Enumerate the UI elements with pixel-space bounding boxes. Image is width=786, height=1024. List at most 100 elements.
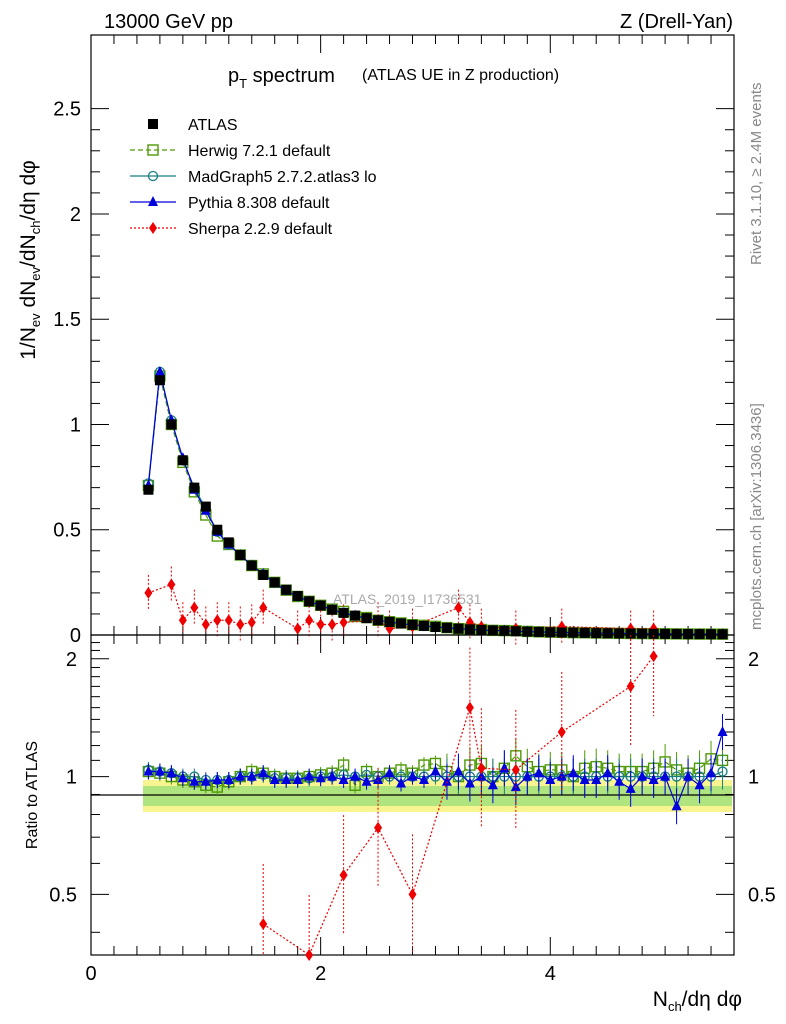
data-point xyxy=(477,762,486,775)
legend-label: MadGraph5 2.7.2.atlas3 lo xyxy=(188,169,377,186)
data-point xyxy=(148,196,158,206)
ratio-ytick-label: 2 xyxy=(66,649,77,671)
main-ytick-label: 2 xyxy=(70,204,81,226)
data-point xyxy=(418,620,429,631)
energy-label: 13000 GeV pp xyxy=(104,11,233,33)
data-point xyxy=(148,119,158,129)
data-point xyxy=(430,765,441,776)
data-point xyxy=(213,614,222,627)
data-point xyxy=(557,725,566,738)
data-point xyxy=(671,800,682,811)
data-point xyxy=(236,618,245,631)
main-axis-ticks: 0 0.5 1 1.5 2 2.5 xyxy=(53,35,734,647)
data-point xyxy=(339,869,348,882)
data-point xyxy=(487,625,498,636)
data-point xyxy=(591,628,602,639)
data-point xyxy=(464,777,475,788)
data-point xyxy=(189,482,200,493)
data-point xyxy=(305,614,314,627)
data-point xyxy=(694,779,705,790)
main-ytick-label: 0.5 xyxy=(53,520,81,542)
data-point xyxy=(223,773,234,784)
data-point xyxy=(235,770,246,781)
data-point xyxy=(293,622,302,635)
data-point xyxy=(545,627,556,638)
ratio-panel: 0.5 0.5 1 1 2 2 0 2 4 Ratio to ATLAS Nch/dη dφ xyxy=(24,634,776,1014)
data-point xyxy=(568,767,579,778)
data-point xyxy=(476,624,487,635)
ratio-xtick-label: 4 xyxy=(545,963,556,985)
data-point xyxy=(454,601,463,614)
main-ytick-label: 0 xyxy=(70,625,81,647)
ratio-xtick-label: 2 xyxy=(315,963,326,985)
data-point xyxy=(258,767,269,778)
data-point xyxy=(671,771,682,782)
data-point xyxy=(396,777,407,788)
legend-item: MadGraph5 2.7.2.atlas3 lo xyxy=(130,169,377,186)
data-point xyxy=(258,570,269,580)
data-point xyxy=(510,626,521,637)
data-point xyxy=(328,618,337,631)
data-point xyxy=(717,725,728,736)
data-point xyxy=(166,767,177,778)
data-point xyxy=(167,578,176,591)
rivet-label: Rivet 3.1.10, ≥ 2.4M events xyxy=(748,83,765,266)
legend: ATLAS Herwig 7.2.1 default MadGraph5 2.7.2… xyxy=(130,117,377,238)
data-point xyxy=(648,628,659,639)
data-point xyxy=(511,763,520,776)
legend-item: Sherpa 2.2.9 default xyxy=(130,221,333,238)
legend-label: ATLAS xyxy=(188,117,238,134)
data-point xyxy=(602,767,613,778)
data-point xyxy=(315,772,326,783)
data-point xyxy=(407,619,418,630)
main-panel: 0 0.5 1 1.5 2 2.5 pT spectrum (ATLAS UE in Z … xyxy=(17,34,735,647)
data-point xyxy=(339,616,348,629)
legend-label: Sherpa 2.2.9 default xyxy=(188,221,333,238)
data-point xyxy=(384,767,395,778)
data-point xyxy=(614,775,625,786)
data-point xyxy=(246,770,257,781)
data-point xyxy=(441,775,452,786)
ratio-uncertainty-band-inner xyxy=(143,786,732,806)
data-point xyxy=(305,949,314,961)
data-point xyxy=(259,601,268,614)
data-point xyxy=(556,770,567,781)
data-point xyxy=(660,770,671,781)
data-point xyxy=(545,773,556,784)
data-point xyxy=(212,773,223,784)
data-point xyxy=(373,773,384,784)
main-ytick-label: 2.5 xyxy=(53,99,81,121)
data-point xyxy=(190,601,199,614)
data-point xyxy=(259,918,268,931)
data-point xyxy=(556,627,567,638)
data-point xyxy=(660,628,671,639)
analysis-watermark: ATLAS_2019_I1736531 xyxy=(333,591,482,607)
data-point xyxy=(147,170,159,182)
ratio-ytick-label-right: 0.5 xyxy=(748,884,776,906)
data-point xyxy=(706,767,717,778)
legend-label: Pythia 8.308 default xyxy=(188,195,330,212)
main-ytick-label: 1 xyxy=(70,414,81,436)
data-point xyxy=(465,701,474,714)
data-point xyxy=(281,773,292,784)
data-point xyxy=(453,765,464,776)
data-point xyxy=(247,616,256,629)
data-point xyxy=(338,773,349,784)
data-point xyxy=(717,766,728,777)
main-ylabel: 1/Nev dNev/dNch/dη dφ xyxy=(17,160,43,360)
legend-label: Herwig 7.2.1 default xyxy=(188,143,331,160)
process-label: Z (Drell-Yan) xyxy=(620,11,733,33)
data-point xyxy=(177,772,188,783)
data-point xyxy=(464,624,475,635)
data-point xyxy=(625,782,636,793)
main-subtitle: (ATLAS UE in Z production) xyxy=(362,67,559,84)
data-point xyxy=(200,775,211,786)
ratio-axis-ticks: 0.5 0.5 1 1 2 2 0 2 4 xyxy=(49,635,776,985)
data-point xyxy=(637,770,648,781)
data-point xyxy=(224,614,233,627)
ratio-series-line xyxy=(262,655,655,956)
data-point xyxy=(602,628,613,639)
data-point xyxy=(292,773,303,784)
ratio-ytick-label-right: 2 xyxy=(748,649,759,671)
data-point xyxy=(441,622,452,633)
